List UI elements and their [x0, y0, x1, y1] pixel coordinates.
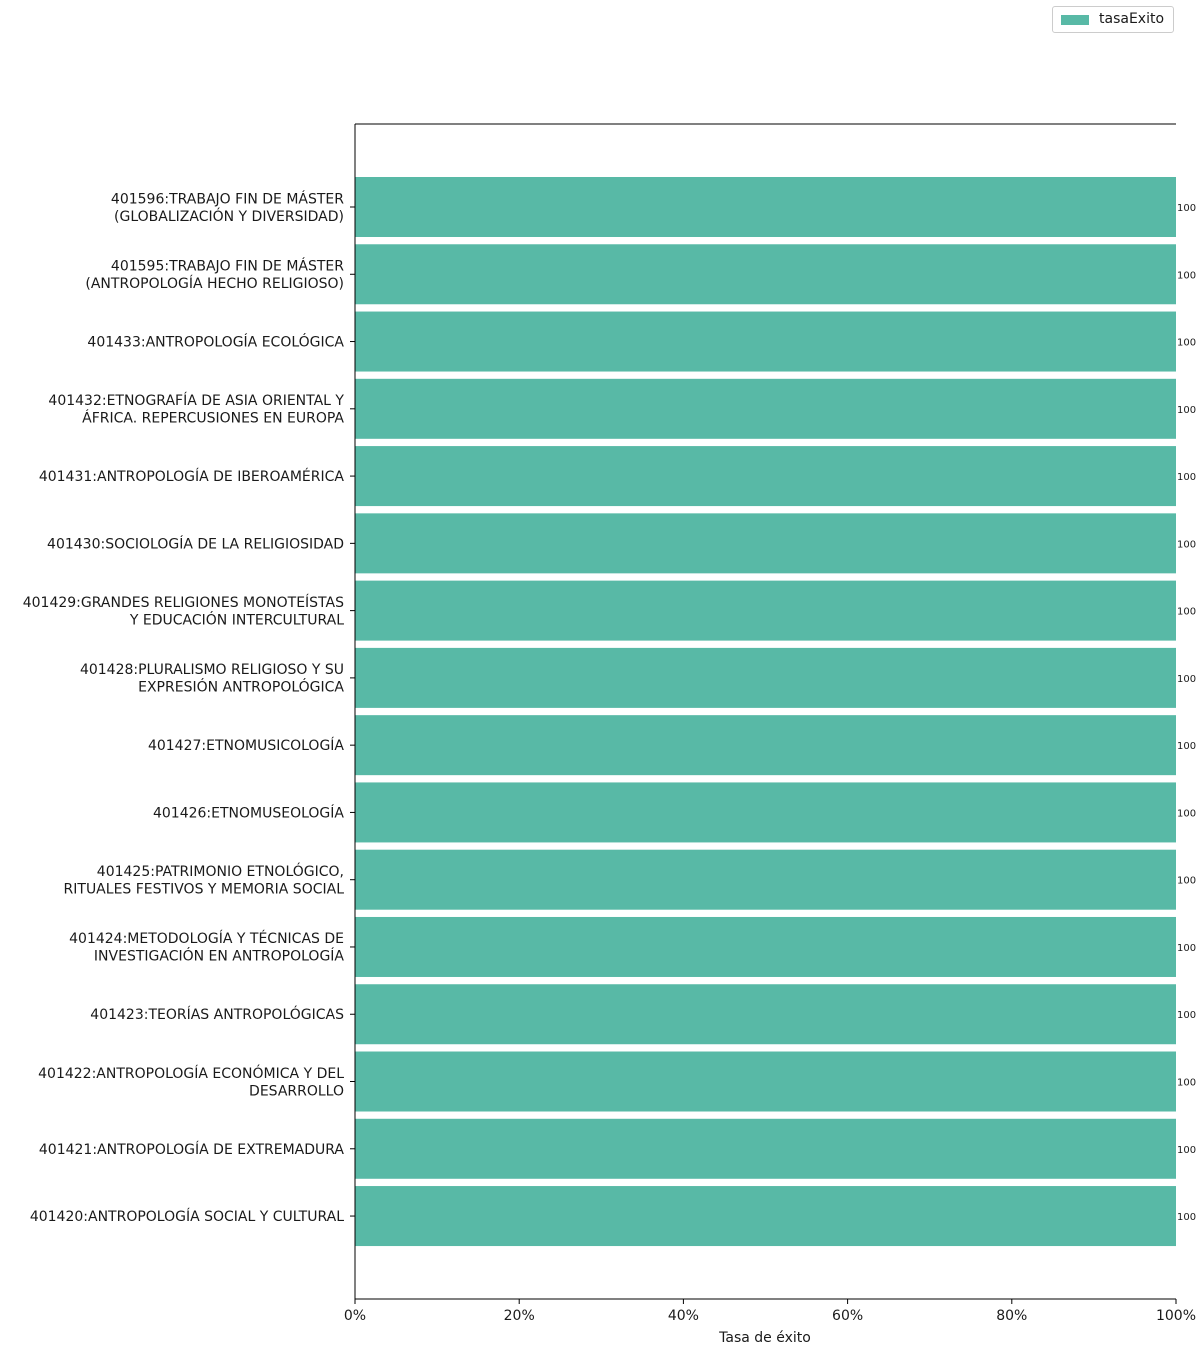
data-label: 100: [1177, 1145, 1196, 1156]
bar: [355, 1051, 1176, 1112]
y-axis-labels: 401596:TRABAJO FIN DE MÁSTER (GLOBALIZACI…: [23, 190, 345, 1225]
bar: [355, 513, 1176, 574]
bar: [355, 984, 1176, 1045]
legend-label: tasaExito: [1099, 11, 1165, 27]
data-label: 100: [1177, 741, 1196, 752]
bar: [355, 647, 1176, 708]
x-tick-label: 60%: [832, 1308, 863, 1324]
category-label: 401423:TEORÍAS ANTROPOLÓGICAS: [90, 1005, 344, 1023]
data-label: 100: [1177, 1212, 1196, 1223]
bar: [355, 446, 1176, 507]
bar: [355, 311, 1176, 372]
legend: tasaExito: [1052, 6, 1174, 33]
bar-group: [355, 177, 1176, 1247]
bar: [355, 916, 1176, 977]
bar: [355, 378, 1176, 439]
data-label: 100: [1177, 203, 1196, 214]
bar: [355, 849, 1176, 910]
data-label: 100: [1177, 674, 1196, 685]
data-label: 100: [1177, 405, 1196, 416]
data-label: 100: [1177, 472, 1196, 483]
data-label: 100: [1177, 539, 1196, 550]
category-label: 401424:METODOLOGÍA Y TÉCNICAS DE INVESTIG…: [69, 930, 344, 965]
data-label-group: 100 100 100 100 100 100 100 100 100 100 100 100 100 1…: [1177, 203, 1196, 1223]
x-axis-title: Tasa de éxito: [718, 1330, 811, 1346]
category-label: 401430:SOCIOLOGÍA DE LA RELIGIOSIDAD: [47, 535, 344, 552]
y-axis-ticks: [350, 206, 355, 1217]
bar: [355, 244, 1176, 305]
category-label: 401425:PATRIMONIO ETNOLÓGICO, RITUALES FE…: [64, 862, 345, 898]
x-tick-label: 40%: [668, 1308, 699, 1324]
category-label: 401422:ANTROPOLOGÍA ECONÓMICA Y DEL DESAR…: [38, 1064, 344, 1100]
data-label: 100: [1177, 607, 1196, 618]
category-label: 401428:PLURALISMO RELIGIOSO Y SU EXPRESIÓ…: [80, 662, 344, 696]
category-label: 401595:TRABAJO FIN DE MÁSTER (ANTROPOLOGÍ…: [85, 258, 344, 293]
data-label: 100: [1177, 808, 1196, 819]
x-tick-label: 20%: [504, 1308, 535, 1324]
bar: [355, 1186, 1176, 1247]
bar: [355, 580, 1176, 641]
category-label: 401426:ETNOMUSEOLOGÍA: [153, 804, 344, 821]
category-label: 401431:ANTROPOLOGÍA DE IBEROAMÉRICA: [39, 468, 345, 485]
data-label: 100: [1177, 1078, 1196, 1089]
bar: [355, 782, 1176, 843]
data-label: 100: [1177, 1010, 1196, 1021]
data-label: 100: [1177, 876, 1196, 887]
category-label: 401433:ANTROPOLOGÍA ECOLÓGICA: [87, 333, 344, 351]
category-label: 401427:ETNOMUSICOLOGÍA: [148, 737, 344, 754]
category-label: 401429:GRANDES RELIGIONES MONOTEÍSTAS Y E…: [23, 594, 344, 629]
category-label: 401420:ANTROPOLOGÍA SOCIAL Y CULTURAL: [30, 1208, 344, 1225]
x-tick-label: 80%: [996, 1308, 1027, 1324]
bar: [355, 715, 1176, 776]
category-label: 401596:TRABAJO FIN DE MÁSTER (GLOBALIZACI…: [111, 190, 344, 225]
data-label: 100: [1177, 943, 1196, 954]
legend-swatch: [1061, 15, 1089, 25]
x-axis-ticks: 0% 20% 40% 60% 80% 100%: [344, 1299, 1196, 1324]
bar: [355, 1118, 1176, 1179]
bar: [355, 177, 1176, 237]
category-label: 401421:ANTROPOLOGÍA DE EXTREMADURA: [39, 1141, 345, 1158]
x-tick-label: 0%: [344, 1308, 366, 1324]
category-label: 401432:ETNOGRAFÍA DE ASIA ORIENTAL Y ÁFRI…: [48, 392, 344, 427]
data-label: 100: [1177, 270, 1196, 281]
data-label: 100: [1177, 338, 1196, 349]
x-tick-label: 100%: [1156, 1308, 1196, 1324]
